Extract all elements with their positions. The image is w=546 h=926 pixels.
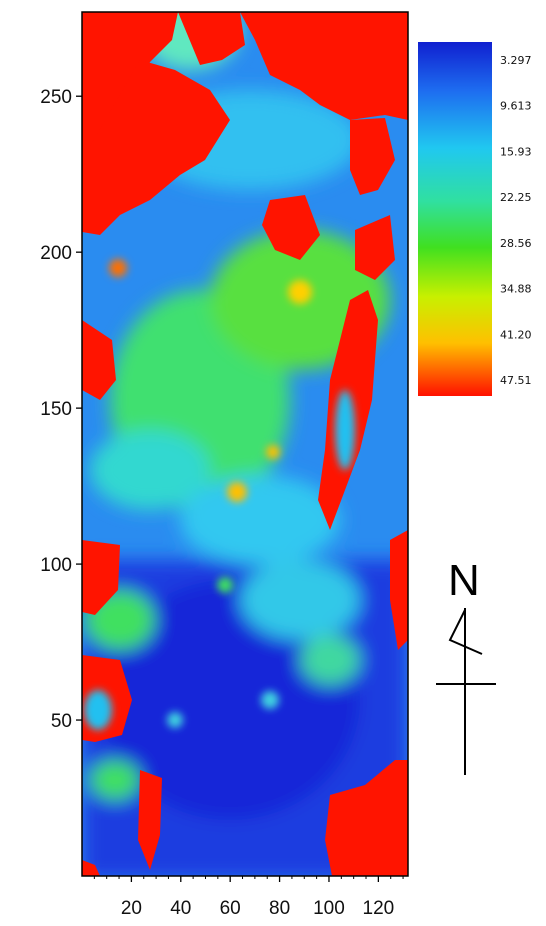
colorbar-gradient [418,42,492,396]
x-tick-label: 60 [220,898,241,919]
colorbar-label: 15.93 [500,145,532,158]
x-tick-label: 40 [170,898,191,919]
colorbar-label: 34.88 [500,283,532,296]
colorbar-label: 22.25 [500,191,532,204]
y-tick-label: 200 [40,243,72,264]
colorbar-labels: 3.297 9.613 15.93 22.25 28.56 34.88 41.20 47.51 [500,54,532,387]
x-axis: 20 40 60 80 100 120 [93,876,404,919]
x-tick-label: 120 [363,898,395,919]
north-arrow: N [436,556,496,775]
heatmap-field [82,12,408,876]
colorbar-label: 41.20 [500,328,532,341]
colorbar-label: 3.297 [500,54,532,67]
x-tick-label: 20 [121,898,142,919]
y-tick-label: 50 [51,711,72,732]
x-tick-label: 80 [269,898,290,919]
plot-frame [81,11,409,877]
colorbar-label: 47.51 [500,374,532,387]
y-axis: 50 100 150 200 250 [40,87,82,732]
y-tick-label: 250 [40,87,72,108]
y-tick-label: 100 [40,555,72,576]
north-arrow-head [448,609,483,655]
colorbar-label: 9.613 [500,100,532,113]
y-tick-label: 150 [40,399,72,420]
x-tick-label: 100 [313,898,345,919]
north-arrow-letter: N [448,556,480,605]
colorbar: 3.297 9.613 15.93 22.25 28.56 34.88 41.20 47.51 [418,42,532,396]
colorbar-label: 28.56 [500,237,532,250]
